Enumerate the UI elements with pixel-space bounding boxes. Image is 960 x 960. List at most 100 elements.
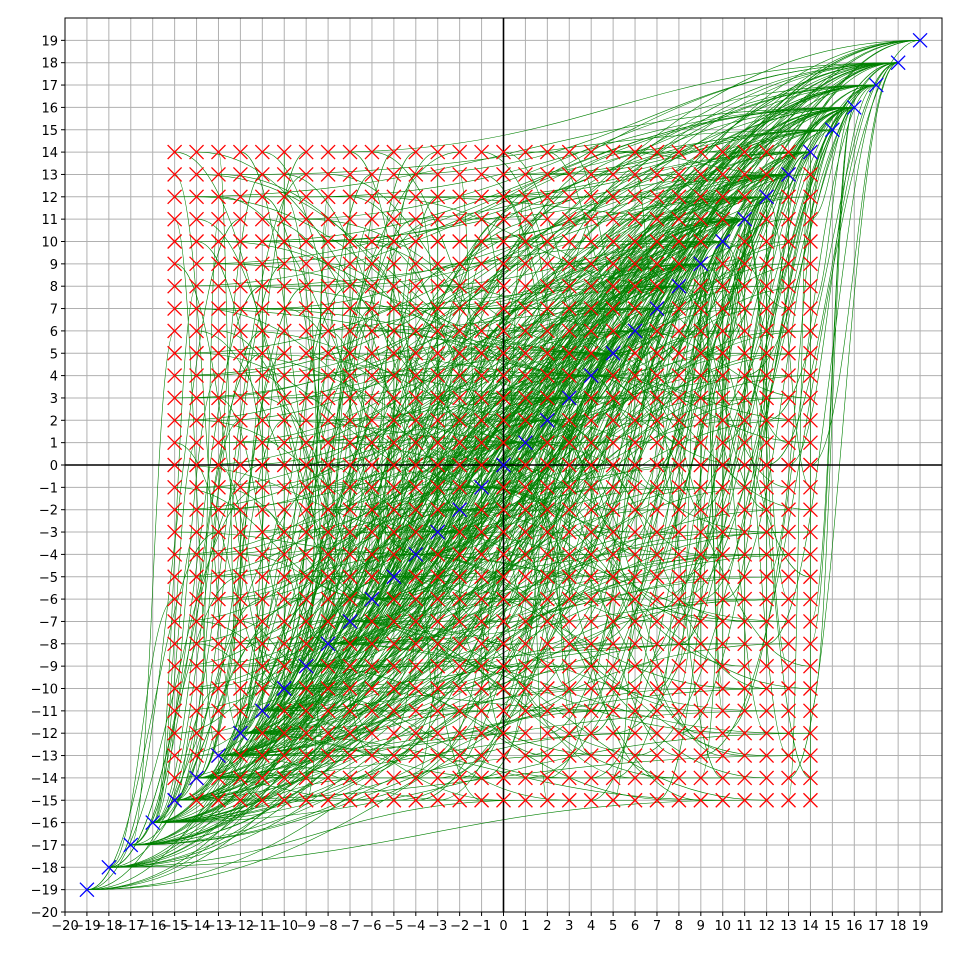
- red-point: [430, 368, 446, 384]
- red-point: [211, 591, 226, 607]
- red-point: [627, 256, 643, 272]
- marker-stroke: [583, 256, 599, 272]
- red-point: [342, 703, 358, 719]
- red-point: [189, 368, 205, 384]
- red-point: [496, 546, 511, 562]
- marker-stroke: [211, 345, 226, 361]
- marker-stroke: [211, 189, 226, 205]
- y-tick-label: −8: [39, 638, 58, 653]
- x-tick-label: −7: [340, 919, 359, 934]
- green-curve: [635, 330, 701, 376]
- marker-stroke: [781, 546, 796, 562]
- marker-stroke: [167, 524, 183, 540]
- marker-stroke: [320, 524, 336, 540]
- marker-stroke: [364, 658, 380, 674]
- red-point: [737, 144, 753, 160]
- marker-stroke: [342, 189, 358, 205]
- marker-stroke: [232, 725, 248, 741]
- red-point: [802, 479, 818, 495]
- red-point: [408, 368, 424, 384]
- marker-stroke: [605, 725, 621, 741]
- red-point: [539, 524, 555, 540]
- red-point: [715, 144, 731, 160]
- marker-stroke: [539, 681, 555, 696]
- red-point: [605, 412, 621, 428]
- red-point: [189, 412, 205, 428]
- red-point: [474, 792, 490, 808]
- marker-stroke: [781, 524, 796, 540]
- x-tick-label: 12: [758, 919, 775, 934]
- marker-stroke: [561, 278, 577, 294]
- red-point: [517, 144, 533, 160]
- marker-stroke: [715, 345, 731, 361]
- marker-stroke: [364, 613, 380, 629]
- x-tick-label: −11: [249, 919, 276, 934]
- red-point: [298, 748, 314, 764]
- red-point: [671, 166, 687, 182]
- red-point: [737, 256, 753, 272]
- marker-stroke: [342, 725, 358, 741]
- red-point: [496, 211, 511, 227]
- marker-stroke: [298, 368, 314, 384]
- marker-stroke: [320, 234, 336, 249]
- red-point: [408, 166, 424, 182]
- red-point: [517, 457, 533, 473]
- marker-stroke: [759, 591, 775, 607]
- red-point: [342, 748, 358, 764]
- marker-stroke: [802, 211, 818, 227]
- marker-stroke: [276, 368, 292, 384]
- red-point: [583, 591, 599, 607]
- marker-stroke: [583, 524, 599, 540]
- marker-stroke: [496, 144, 511, 160]
- red-point: [408, 345, 424, 361]
- marker-stroke: [408, 234, 424, 249]
- red-point: [496, 681, 511, 696]
- green-curve: [459, 218, 745, 354]
- marker-stroke: [320, 770, 336, 786]
- red-point: [167, 658, 183, 674]
- green-curve: [415, 554, 767, 622]
- blue-point: [671, 278, 687, 294]
- marker-stroke: [583, 278, 599, 294]
- red-point: [715, 166, 731, 182]
- red-point: [167, 234, 183, 249]
- marker-stroke: [474, 613, 490, 629]
- red-point: [298, 591, 314, 607]
- red-point: [671, 234, 687, 249]
- red-point: [276, 770, 292, 786]
- red-point: [627, 569, 643, 585]
- red-point: [517, 323, 533, 339]
- red-point: [474, 636, 490, 652]
- blue-point: [605, 345, 621, 361]
- blue-point: [167, 792, 183, 808]
- marker-stroke: [759, 189, 775, 205]
- green-curve: [218, 151, 241, 734]
- marker-stroke: [561, 591, 577, 607]
- marker-stroke: [408, 546, 424, 562]
- blue-point: [912, 32, 928, 48]
- red-point: [583, 323, 599, 339]
- x-tick-label: −3: [428, 919, 447, 934]
- red-point: [408, 234, 424, 249]
- marker-stroke: [364, 502, 380, 518]
- red-point: [189, 725, 205, 741]
- marker-stroke: [474, 412, 490, 428]
- red-point: [583, 569, 599, 585]
- marker-stroke: [693, 591, 709, 607]
- marker-stroke: [189, 345, 205, 361]
- marker-stroke: [671, 301, 687, 317]
- red-point: [364, 725, 380, 741]
- y-tick-label: −5: [39, 571, 58, 586]
- red-point: [364, 636, 380, 652]
- y-tick-label: −17: [31, 839, 58, 854]
- red-point: [452, 256, 468, 272]
- marker-stroke: [539, 546, 555, 562]
- marker-stroke: [232, 278, 248, 294]
- red-point: [276, 658, 292, 674]
- blue-point: [649, 301, 665, 317]
- red-point: [452, 301, 468, 317]
- red-point: [561, 278, 577, 294]
- red-point: [496, 725, 511, 741]
- x-tick-label: 13: [780, 919, 797, 934]
- red-point: [539, 144, 555, 160]
